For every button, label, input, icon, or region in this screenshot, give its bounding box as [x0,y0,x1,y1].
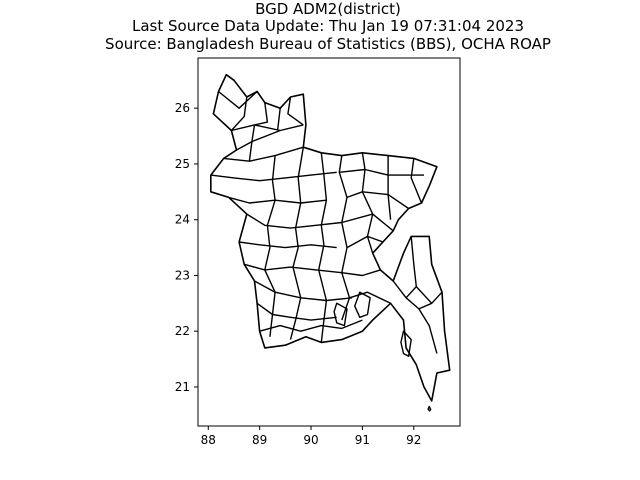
figure-subtitle-source: Source: Bangladesh Bureau of Statistics … [105,35,551,53]
district-boundary-11 [228,196,327,204]
district-boundary-26 [341,213,394,232]
district-boundary-2 [218,90,258,109]
district-boundary-25 [410,158,423,204]
district-boundary-5 [276,108,281,131]
district-boundary-16 [256,302,337,321]
y-tick-label-21: 21 [175,380,190,394]
y-axis: 21 22 23 24 25 26 [175,101,198,394]
district-boundary-24 [387,155,392,220]
district-boundary-21 [361,152,374,254]
map-layer [210,73,451,412]
x-tick-label-90: 90 [303,433,318,447]
district-boundary-8 [236,129,281,151]
island-outline-1 [354,291,371,318]
district-boundary-29 [349,291,391,304]
district-boundary-30 [392,280,438,354]
x-tick-label-88: 88 [201,433,216,447]
district-boundary-15 [254,280,353,302]
district-boundary-33 [418,302,432,310]
island-outline-2 [333,302,348,327]
district-boundary-9 [248,124,256,162]
district-boundary-20 [338,155,351,321]
x-tick-label-92: 92 [406,433,421,447]
plot-area-frame [197,57,461,427]
y-tick-label-26: 26 [175,101,190,115]
y-tick-label-25: 25 [175,157,190,171]
district-boundary-3 [230,96,248,131]
y-tick-label-23: 23 [175,268,190,282]
district-boundary-34 [259,319,363,332]
district-boundary-17 [264,155,276,337]
district-boundary-27 [346,235,384,249]
island-outline-4 [427,405,432,412]
district-boundary-14 [244,263,342,274]
y-tick-label-24: 24 [175,213,190,227]
district-boundary-28 [341,269,381,277]
district-boundary-31 [410,236,443,304]
district-boundary-32 [405,286,417,299]
district-boundary-19 [318,152,328,343]
x-axis: 88 89 90 91 92 [201,426,421,447]
country-boundary [210,73,451,402]
district-boundary-4 [254,102,269,126]
district-boundary-12 [246,213,342,229]
figure-title: BGD ADM2(district) [255,0,401,18]
district-boundary-23 [346,191,409,210]
district-boundary-1 [231,124,304,132]
x-tick-label-89: 89 [252,433,267,447]
figure-subtitle-update: Last Source Data Update: Thu Jan 19 07:3… [132,17,524,35]
y-tick-label-22: 22 [175,324,190,338]
district-boundary-6 [287,96,304,126]
district-boundary-7 [223,146,304,162]
island-outline-3 [400,330,412,357]
x-tick-label-91: 91 [355,433,370,447]
district-boundary-18 [289,147,304,340]
district-boundary-22 [339,168,424,176]
district-boundary-13 [239,241,337,249]
